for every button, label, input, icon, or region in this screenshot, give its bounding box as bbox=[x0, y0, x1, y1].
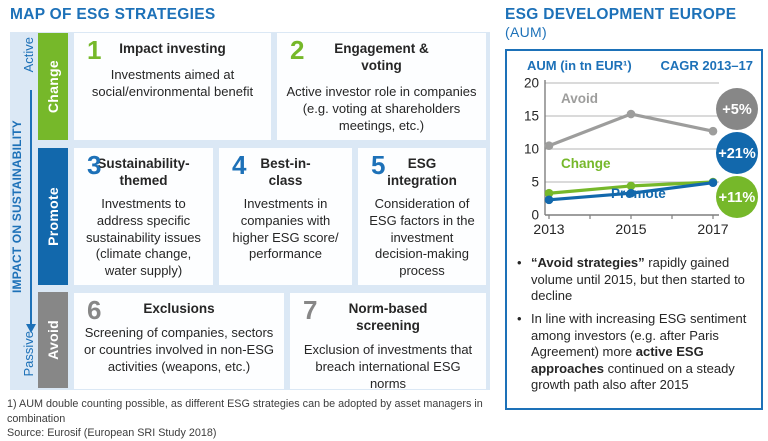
axis-title: IMPACT ON SUSTAINABILITY bbox=[10, 120, 24, 294]
axis-arrow-icon bbox=[26, 324, 36, 333]
card-title: Exclusions bbox=[143, 301, 215, 316]
group-bar-avoid-label: Avoid bbox=[45, 320, 61, 360]
strategy-card-best-in-class: 4 Best-in- class Investments in companie… bbox=[219, 148, 352, 285]
chart-header: AUM (in tn EUR¹) CAGR 2013–17 bbox=[513, 58, 757, 73]
chart-y-axis-label: AUM (in tn EUR¹) bbox=[527, 58, 632, 73]
takeaway-text: In line with increasing ESG sentiment am… bbox=[531, 310, 747, 393]
key-takeaways-list: • “Avoid strategies” rapidly gained volum… bbox=[513, 255, 757, 394]
card-title: Engagement & voting bbox=[334, 41, 429, 73]
svg-text:+11%: +11% bbox=[719, 190, 756, 206]
sustainability-axis: Active IMPACT ON SUSTAINABILITY Passive bbox=[10, 32, 74, 390]
card-number: 2 bbox=[290, 35, 305, 65]
svg-text:Promote: Promote bbox=[611, 186, 666, 201]
strategy-card-norm-based-screening: 7 Norm-based screening Exclusion of inve… bbox=[290, 293, 486, 391]
card-title: Best-in- class bbox=[260, 156, 311, 188]
svg-text:+5%: +5% bbox=[722, 102, 752, 118]
svg-text:5: 5 bbox=[531, 175, 539, 190]
card-body: Investments to address specific sustaina… bbox=[86, 195, 201, 279]
svg-text:15: 15 bbox=[524, 109, 539, 124]
strategy-card-engagement-voting: 2 Engagement & voting Active investor ro… bbox=[277, 33, 486, 140]
card-number: 6 bbox=[87, 295, 102, 325]
chart-section-title-main: ESG DEVELOPMENT EUROPE bbox=[505, 6, 737, 23]
card-title: Impact investing bbox=[119, 41, 226, 56]
takeaway-text: “Avoid strategies” rapidly gained volume… bbox=[531, 255, 745, 304]
svg-text:0: 0 bbox=[531, 208, 539, 223]
svg-text:2015: 2015 bbox=[615, 221, 646, 237]
group-bar-avoid: Avoid bbox=[38, 292, 68, 388]
strategy-map-panel: Active IMPACT ON SUSTAINABILITY Passive … bbox=[10, 32, 490, 391]
group-bar-promote: Promote bbox=[38, 148, 68, 285]
svg-text:2013: 2013 bbox=[533, 221, 564, 237]
svg-text:2017: 2017 bbox=[697, 221, 728, 237]
strategy-card-sustainability-themed: 3 Sustainability- themed Investments to … bbox=[74, 148, 213, 285]
bullet-icon: • bbox=[517, 255, 522, 270]
svg-text:10: 10 bbox=[524, 142, 539, 157]
svg-text:Change: Change bbox=[561, 156, 611, 171]
takeaway-item: • “Avoid strategies” rapidly gained volum… bbox=[517, 255, 755, 305]
card-title: ESG integration bbox=[387, 156, 457, 188]
card-body: Screening of companies, sectors or count… bbox=[83, 324, 275, 374]
footnote: 1) AUM double counting possible, as diff… bbox=[7, 397, 490, 441]
card-number: 4 bbox=[232, 150, 247, 180]
footnote-line-2: Source: Eurosif (European SRI Study 2018… bbox=[7, 427, 217, 440]
strategy-group-bars: Change Promote Avoid bbox=[38, 32, 68, 390]
card-title: Sustainability- themed bbox=[97, 156, 190, 188]
footnote-line-1: 1) AUM double counting possible, as diff… bbox=[7, 398, 483, 425]
chart-section-title-suffix: (AUM) bbox=[505, 24, 547, 40]
axis-active-label: Active bbox=[21, 37, 36, 73]
strategy-cards: 1 Impact investing Investments aimed at … bbox=[74, 33, 486, 397]
group-bar-change: Change bbox=[38, 33, 68, 140]
svg-text:Avoid: Avoid bbox=[561, 91, 598, 106]
group-bar-promote-label: Promote bbox=[45, 187, 61, 246]
strategy-card-impact-investing: 1 Impact investing Investments aimed at … bbox=[74, 33, 271, 140]
card-body: Active investor role in companies (e.g. … bbox=[286, 83, 477, 133]
card-body: Investments aimed at social/environmenta… bbox=[91, 66, 254, 99]
card-body: Investments in companies with higher ESG… bbox=[232, 195, 339, 262]
card-number: 1 bbox=[87, 35, 102, 65]
svg-text:20: 20 bbox=[524, 76, 539, 91]
chart-section-title: ESG DEVELOPMENT EUROPE (AUM) bbox=[505, 6, 763, 42]
bullet-icon: • bbox=[517, 310, 522, 326]
card-body: Consideration of ESG factors in the inve… bbox=[369, 195, 475, 279]
axis-arrow-line bbox=[30, 90, 32, 324]
chart-panel: AUM (in tn EUR¹) CAGR 2013–17 0 5 10 15 20 20… bbox=[505, 49, 763, 410]
takeaway-item: • In line with increasing ESG sentiment a… bbox=[517, 311, 755, 394]
map-section-title: MAP OF ESG STRATEGIES bbox=[10, 6, 216, 23]
group-bar-change-label: Change bbox=[45, 59, 61, 114]
chart-cagr-label: CAGR 2013–17 bbox=[660, 58, 754, 73]
strategy-card-exclusions: 6 Exclusions Screening of companies, sec… bbox=[74, 293, 284, 389]
card-number: 5 bbox=[371, 150, 386, 180]
esg-strategy-map-section: MAP OF ESG STRATEGIES Active IMPACT ON S… bbox=[7, 6, 490, 441]
strategy-card-esg-integration: 5 ESG integration Consideration of ESG f… bbox=[358, 148, 486, 285]
card-number: 3 bbox=[87, 150, 102, 180]
esg-development-section: ESG DEVELOPMENT EUROPE (AUM) AUM (in tn … bbox=[505, 6, 763, 410]
svg-text:+21%: +21% bbox=[718, 146, 756, 162]
card-number: 7 bbox=[303, 295, 318, 325]
card-body: Exclusion of investments that breach int… bbox=[303, 341, 473, 391]
axis-passive-label: Passive bbox=[21, 331, 36, 377]
card-title: Norm-based screening bbox=[348, 301, 428, 333]
